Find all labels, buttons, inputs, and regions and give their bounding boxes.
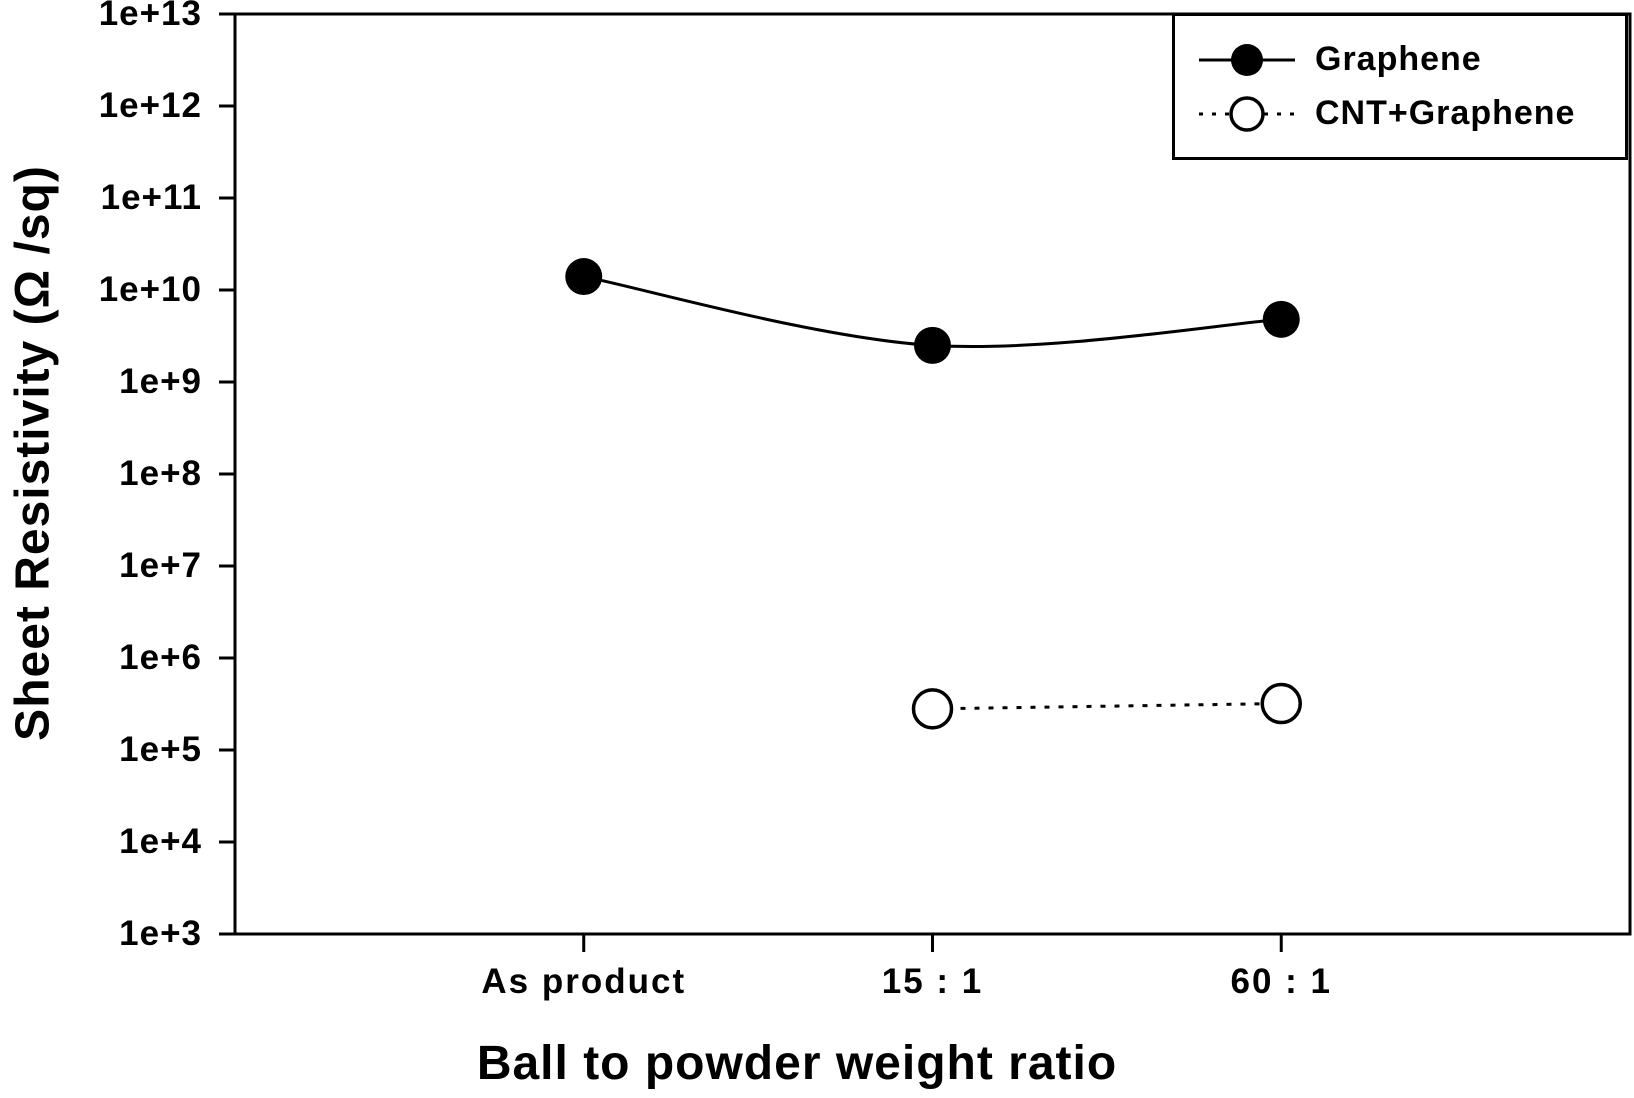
data-point-filled-circle [1262, 300, 1300, 338]
open-circle-dotted-line-icon [1199, 95, 1295, 132]
data-point-open-circle [911, 688, 954, 730]
y-tick-label: 1e+4 [119, 822, 202, 861]
x-axis-title: Ball to powder weight ratio [476, 1037, 1118, 1090]
legend-item-cnt-graphene: CNT+Graphene [1197, 92, 1625, 136]
data-point-open-circle [1260, 682, 1302, 725]
data-point-filled-circle [565, 258, 603, 296]
series-line-cnt-graphene [932, 702, 1282, 711]
data-point-filled-circle [914, 326, 951, 364]
y-tick-label: 1e+6 [119, 638, 202, 677]
x-tick-label: As product [481, 962, 687, 1001]
y-tick-label: 1e+12 [98, 86, 202, 125]
y-tick-label: 1e+11 [100, 178, 202, 217]
y-tick-label: 1e+9 [119, 362, 202, 401]
y-tick-label: 1e+3 [119, 914, 202, 953]
legend-label: Graphene [1315, 40, 1482, 78]
y-tick-label: 1e+13 [98, 0, 202, 33]
y-tick-label: 1e+10 [98, 270, 202, 309]
y-tick-label: 1e+7 [119, 546, 202, 585]
legend-item-graphene: Graphene [1197, 38, 1625, 82]
legend: Graphene CNT+Graphene [1172, 13, 1628, 160]
legend-label: CNT+Graphene [1315, 94, 1576, 132]
y-tick-label: 1e+5 [119, 730, 202, 769]
y-tick-label: 1e+8 [119, 454, 202, 493]
filled-circle-solid-line-icon [1199, 43, 1295, 76]
x-tick-label: 60 : 1 [1230, 962, 1332, 1001]
x-tick-label: 15 : 1 [881, 962, 984, 1001]
